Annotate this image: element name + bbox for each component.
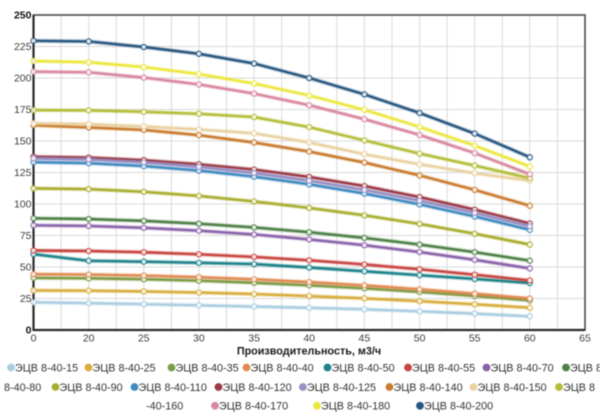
svg-text:125: 125: [14, 167, 32, 179]
svg-text:-40-160: -40-160: [146, 401, 183, 413]
svg-text:ЭЦВ 8-40-150: ЭЦВ 8-40-150: [478, 382, 547, 394]
svg-text:ЭЦВ 8-40-40: ЭЦВ 8-40-40: [251, 362, 314, 374]
svg-text:75: 75: [20, 230, 32, 242]
svg-text:50: 50: [414, 333, 426, 345]
svg-text:8-40-80: 8-40-80: [4, 382, 41, 394]
svg-text:ЭЦВ 8-40-55: ЭЦВ 8-40-55: [412, 362, 475, 374]
svg-text:ЭЦВ 8-40-70: ЭЦВ 8-40-70: [491, 362, 554, 374]
svg-text:ЭЦВ 8-40-90: ЭЦВ 8-40-90: [60, 382, 123, 394]
svg-text:65: 65: [579, 333, 591, 345]
svg-text:100: 100: [14, 199, 32, 211]
svg-text:ЭЦВ 8-40-140: ЭЦВ 8-40-140: [394, 382, 463, 394]
svg-text:30: 30: [193, 333, 205, 345]
svg-text:ЭЦВ 8-40-110: ЭЦВ 8-40-110: [139, 382, 207, 394]
svg-text:175: 175: [14, 104, 32, 116]
svg-text:225: 225: [14, 41, 32, 53]
svg-text:45: 45: [359, 333, 371, 345]
svg-text:0: 0: [26, 325, 32, 337]
svg-text:150: 150: [14, 136, 32, 148]
svg-text:Производительность, м3/ч: Производительность, м3/ч: [237, 346, 381, 358]
svg-text:25: 25: [138, 333, 150, 345]
svg-text:20: 20: [83, 333, 95, 345]
svg-text:ЭЦВ 8-40-125: ЭЦВ 8-40-125: [307, 382, 376, 394]
svg-text:ЭЦВ 8-40-25: ЭЦВ 8-40-25: [93, 362, 156, 374]
svg-text:50: 50: [20, 262, 32, 274]
svg-text:ЭЦВ 8-40-200: ЭЦВ 8-40-200: [424, 401, 493, 413]
svg-text:ЭЦВ 8-40-170: ЭЦВ 8-40-170: [219, 401, 288, 413]
svg-text:ЭЦВ 8-40-120: ЭЦВ 8-40-120: [223, 382, 292, 394]
svg-text:35: 35: [248, 333, 260, 345]
svg-text:ЭЦВ 8-40-15: ЭЦВ 8-40-15: [15, 362, 78, 374]
svg-text:40: 40: [303, 333, 315, 345]
svg-text:0: 0: [31, 333, 37, 345]
svg-text:ЭЦВ 8: ЭЦВ 8: [563, 382, 595, 394]
svg-text:ЭЦВ 8: ЭЦВ 8: [570, 362, 600, 374]
svg-text:ЭЦВ 8-40-180: ЭЦВ 8-40-180: [321, 401, 390, 413]
svg-text:250: 250: [14, 10, 32, 22]
svg-text:25: 25: [20, 293, 32, 305]
svg-text:ЭЦВ 8-40-50: ЭЦВ 8-40-50: [332, 362, 395, 374]
svg-text:55: 55: [469, 333, 481, 345]
svg-text:60: 60: [524, 333, 536, 345]
svg-text:ЭЦВ 8-40-35: ЭЦВ 8-40-35: [176, 362, 239, 374]
svg-text:200: 200: [14, 73, 32, 85]
